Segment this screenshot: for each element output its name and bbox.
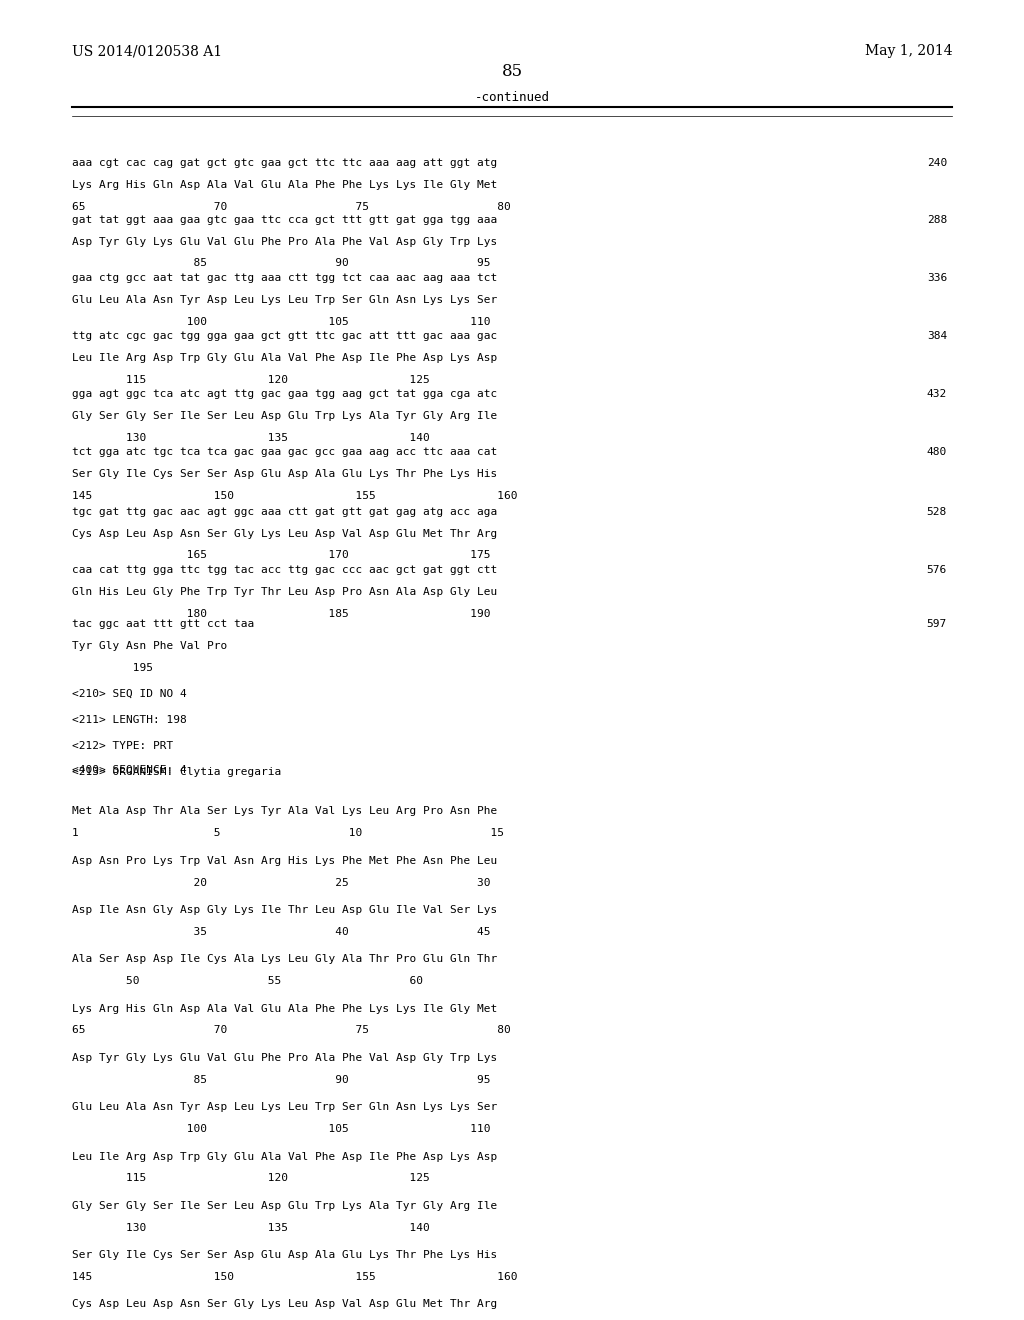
Text: 384: 384 [927, 331, 947, 341]
Text: Leu Ile Arg Asp Trp Gly Glu Ala Val Phe Asp Ile Phe Asp Lys Asp: Leu Ile Arg Asp Trp Gly Glu Ala Val Phe … [72, 1151, 497, 1162]
Text: 480: 480 [927, 447, 947, 458]
Text: 115                  120                  125: 115 120 125 [72, 375, 429, 384]
Text: Tyr Gly Asn Phe Val Pro: Tyr Gly Asn Phe Val Pro [72, 642, 227, 651]
Text: 115                  120                  125: 115 120 125 [72, 1173, 429, 1183]
Text: <210> SEQ ID NO 4: <210> SEQ ID NO 4 [72, 689, 186, 698]
Text: 240: 240 [927, 158, 947, 168]
Text: Asp Ile Asn Gly Asp Gly Lys Ile Thr Leu Asp Glu Ile Val Ser Lys: Asp Ile Asn Gly Asp Gly Lys Ile Thr Leu … [72, 906, 497, 915]
Text: -continued: -continued [474, 91, 550, 104]
Text: 165                  170                  175: 165 170 175 [72, 550, 490, 561]
Text: Asp Tyr Gly Lys Glu Val Glu Phe Pro Ala Phe Val Asp Gly Trp Lys: Asp Tyr Gly Lys Glu Val Glu Phe Pro Ala … [72, 236, 497, 247]
Text: tac ggc aat ttt gtt cct taa: tac ggc aat ttt gtt cct taa [72, 619, 254, 630]
Text: aaa cgt cac cag gat gct gtc gaa gct ttc ttc aaa aag att ggt atg: aaa cgt cac cag gat gct gtc gaa gct ttc … [72, 158, 497, 168]
Text: 576: 576 [927, 565, 947, 576]
Text: caa cat ttg gga ttc tgg tac acc ttg gac ccc aac gct gat ggt ctt: caa cat ttg gga ttc tgg tac acc ttg gac … [72, 565, 497, 576]
Text: 85                   90                   95: 85 90 95 [72, 259, 490, 268]
Text: gat tat ggt aaa gaa gtc gaa ttc cca gct ttt gtt gat gga tgg aaa: gat tat ggt aaa gaa gtc gaa ttc cca gct … [72, 215, 497, 224]
Text: 1                    5                   10                   15: 1 5 10 15 [72, 828, 504, 838]
Text: Gln His Leu Gly Phe Trp Tyr Thr Leu Asp Pro Asn Ala Asp Gly Leu: Gln His Leu Gly Phe Trp Tyr Thr Leu Asp … [72, 587, 497, 597]
Text: 528: 528 [927, 507, 947, 517]
Text: Lys Arg His Gln Asp Ala Val Glu Ala Phe Phe Lys Lys Ile Gly Met: Lys Arg His Gln Asp Ala Val Glu Ala Phe … [72, 1003, 497, 1014]
Text: Leu Ile Arg Asp Trp Gly Glu Ala Val Phe Asp Ile Phe Asp Lys Asp: Leu Ile Arg Asp Trp Gly Glu Ala Val Phe … [72, 352, 497, 363]
Text: 100                  105                  110: 100 105 110 [72, 317, 490, 326]
Text: <212> TYPE: PRT: <212> TYPE: PRT [72, 742, 173, 751]
Text: ttg atc cgc gac tgg gga gaa gct gtt ttc gac att ttt gac aaa gac: ttg atc cgc gac tgg gga gaa gct gtt ttc … [72, 331, 497, 341]
Text: 195: 195 [72, 663, 153, 673]
Text: gaa ctg gcc aat tat gac ttg aaa ctt tgg tct caa aac aag aaa tct: gaa ctg gcc aat tat gac ttg aaa ctt tgg … [72, 273, 497, 282]
Text: 85: 85 [502, 63, 522, 81]
Text: Ser Gly Ile Cys Ser Ser Asp Glu Asp Ala Glu Lys Thr Phe Lys His: Ser Gly Ile Cys Ser Ser Asp Glu Asp Ala … [72, 1250, 497, 1261]
Text: Cys Asp Leu Asp Asn Ser Gly Lys Leu Asp Val Asp Glu Met Thr Arg: Cys Asp Leu Asp Asn Ser Gly Lys Leu Asp … [72, 1299, 497, 1309]
Text: Asp Tyr Gly Lys Glu Val Glu Phe Pro Ala Phe Val Asp Gly Trp Lys: Asp Tyr Gly Lys Glu Val Glu Phe Pro Ala … [72, 1053, 497, 1063]
Text: Gly Ser Gly Ser Ile Ser Leu Asp Glu Trp Lys Ala Tyr Gly Arg Ile: Gly Ser Gly Ser Ile Ser Leu Asp Glu Trp … [72, 1201, 497, 1210]
Text: 336: 336 [927, 273, 947, 282]
Text: 65                   70                   75                   80: 65 70 75 80 [72, 1026, 510, 1035]
Text: 288: 288 [927, 215, 947, 224]
Text: Lys Arg His Gln Asp Ala Val Glu Ala Phe Phe Lys Lys Ile Gly Met: Lys Arg His Gln Asp Ala Val Glu Ala Phe … [72, 180, 497, 190]
Text: Cys Asp Leu Asp Asn Ser Gly Lys Leu Asp Val Asp Glu Met Thr Arg: Cys Asp Leu Asp Asn Ser Gly Lys Leu Asp … [72, 529, 497, 539]
Text: gga agt ggc tca atc agt ttg gac gaa tgg aag gct tat gga cga atc: gga agt ggc tca atc agt ttg gac gaa tgg … [72, 389, 497, 400]
Text: <400> SEQUENCE: 4: <400> SEQUENCE: 4 [72, 764, 186, 775]
Text: 65                   70                   75                   80: 65 70 75 80 [72, 202, 510, 211]
Text: 100                  105                  110: 100 105 110 [72, 1125, 490, 1134]
Text: 35                   40                   45: 35 40 45 [72, 927, 490, 937]
Text: 50                   55                   60: 50 55 60 [72, 975, 423, 986]
Text: Glu Leu Ala Asn Tyr Asp Leu Lys Leu Trp Ser Gln Asn Lys Lys Ser: Glu Leu Ala Asn Tyr Asp Leu Lys Leu Trp … [72, 1102, 497, 1113]
Text: Asp Asn Pro Lys Trp Val Asn Arg His Lys Phe Met Phe Asn Phe Leu: Asp Asn Pro Lys Trp Val Asn Arg His Lys … [72, 855, 497, 866]
Text: May 1, 2014: May 1, 2014 [864, 45, 952, 58]
Text: Glu Leu Ala Asn Tyr Asp Leu Lys Leu Trp Ser Gln Asn Lys Lys Ser: Glu Leu Ala Asn Tyr Asp Leu Lys Leu Trp … [72, 294, 497, 305]
Text: <211> LENGTH: 198: <211> LENGTH: 198 [72, 715, 186, 725]
Text: 20                   25                   30: 20 25 30 [72, 878, 490, 887]
Text: 130                  135                  140: 130 135 140 [72, 1222, 429, 1233]
Text: US 2014/0120538 A1: US 2014/0120538 A1 [72, 45, 222, 58]
Text: Ser Gly Ile Cys Ser Ser Asp Glu Asp Ala Glu Lys Thr Phe Lys His: Ser Gly Ile Cys Ser Ser Asp Glu Asp Ala … [72, 470, 497, 479]
Text: Ala Ser Asp Asp Ile Cys Ala Lys Leu Gly Ala Thr Pro Glu Gln Thr: Ala Ser Asp Asp Ile Cys Ala Lys Leu Gly … [72, 954, 497, 965]
Text: 85                   90                   95: 85 90 95 [72, 1074, 490, 1085]
Text: tct gga atc tgc tca tca gac gaa gac gcc gaa aag acc ttc aaa cat: tct gga atc tgc tca tca gac gaa gac gcc … [72, 447, 497, 458]
Text: 145                  150                  155                  160: 145 150 155 160 [72, 1272, 517, 1282]
Text: <213> ORGANISM: Clytia gregaria: <213> ORGANISM: Clytia gregaria [72, 767, 281, 777]
Text: Met Ala Asp Thr Ala Ser Lys Tyr Ala Val Lys Leu Arg Pro Asn Phe: Met Ala Asp Thr Ala Ser Lys Tyr Ala Val … [72, 807, 497, 817]
Text: 597: 597 [927, 619, 947, 630]
Text: Gly Ser Gly Ser Ile Ser Leu Asp Glu Trp Lys Ala Tyr Gly Arg Ile: Gly Ser Gly Ser Ile Ser Leu Asp Glu Trp … [72, 411, 497, 421]
Text: tgc gat ttg gac aac agt ggc aaa ctt gat gtt gat gag atg acc aga: tgc gat ttg gac aac agt ggc aaa ctt gat … [72, 507, 497, 517]
Text: 130                  135                  140: 130 135 140 [72, 433, 429, 444]
Text: 432: 432 [927, 389, 947, 400]
Text: 145                  150                  155                  160: 145 150 155 160 [72, 491, 517, 502]
Text: 180                  185                  190: 180 185 190 [72, 609, 490, 619]
